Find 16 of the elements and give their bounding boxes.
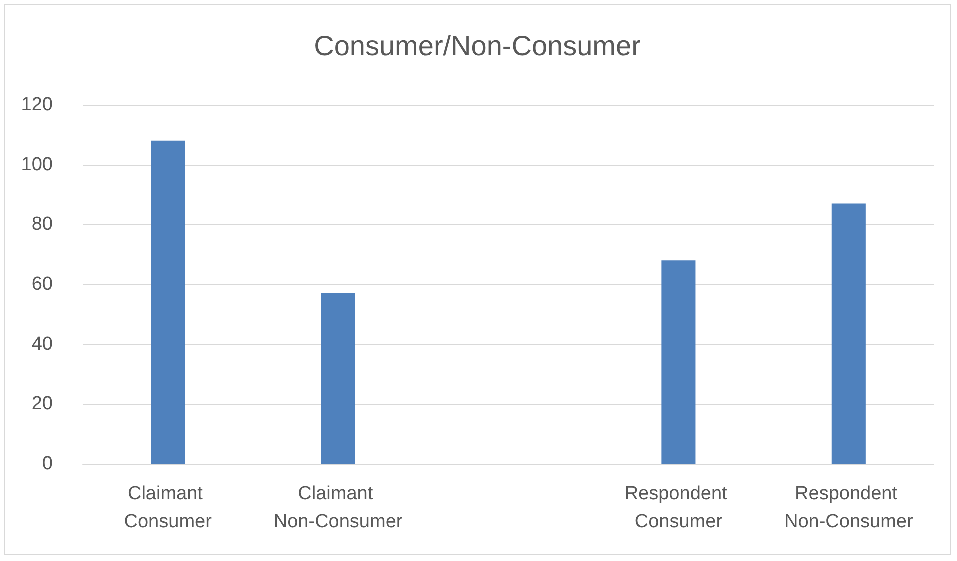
- y-tick-label: 0: [42, 454, 53, 474]
- bar: [151, 140, 186, 464]
- bar: [662, 260, 696, 464]
- bar: [832, 204, 866, 464]
- x-tick-label: Respondent Non-Consumer: [784, 484, 914, 532]
- x-tick-label: Claimant Consumer: [124, 484, 213, 532]
- y-tick-label: 80: [32, 214, 53, 236]
- y-tick-label: 100: [21, 154, 53, 176]
- y-tick-label: 60: [32, 274, 53, 295]
- y-tick-label: 40: [32, 334, 53, 355]
- chart-title: Consumer/Non-Consumer: [314, 30, 641, 62]
- y-tick-label: 120: [21, 94, 53, 116]
- x-tick-label: Claimant Non-Consumer: [274, 484, 404, 532]
- x-tick-label: Respondent Consumer: [624, 484, 733, 532]
- y-tick-label: 20: [32, 394, 53, 415]
- bar: [321, 293, 356, 464]
